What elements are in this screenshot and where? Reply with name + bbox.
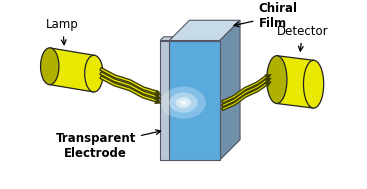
Ellipse shape: [85, 55, 103, 92]
Text: Chiral
Film: Chiral Film: [234, 2, 297, 30]
Polygon shape: [169, 20, 240, 40]
Ellipse shape: [267, 56, 287, 104]
Polygon shape: [100, 72, 159, 98]
Polygon shape: [100, 76, 159, 103]
Polygon shape: [222, 82, 269, 110]
Polygon shape: [222, 74, 269, 103]
Polygon shape: [220, 20, 240, 160]
Ellipse shape: [304, 60, 324, 108]
Text: Lamp: Lamp: [46, 18, 79, 45]
Text: Detector: Detector: [277, 25, 328, 51]
Ellipse shape: [176, 97, 191, 108]
Polygon shape: [160, 37, 173, 40]
Bar: [169, 40, 220, 160]
Ellipse shape: [40, 48, 59, 85]
Text: Transparent
Electrode: Transparent Electrode: [55, 130, 161, 160]
Bar: [160, 40, 169, 160]
Ellipse shape: [161, 87, 206, 119]
Polygon shape: [222, 78, 269, 107]
Ellipse shape: [169, 93, 197, 113]
Ellipse shape: [180, 100, 187, 105]
Polygon shape: [100, 67, 159, 94]
Polygon shape: [50, 48, 94, 92]
Polygon shape: [277, 56, 313, 108]
